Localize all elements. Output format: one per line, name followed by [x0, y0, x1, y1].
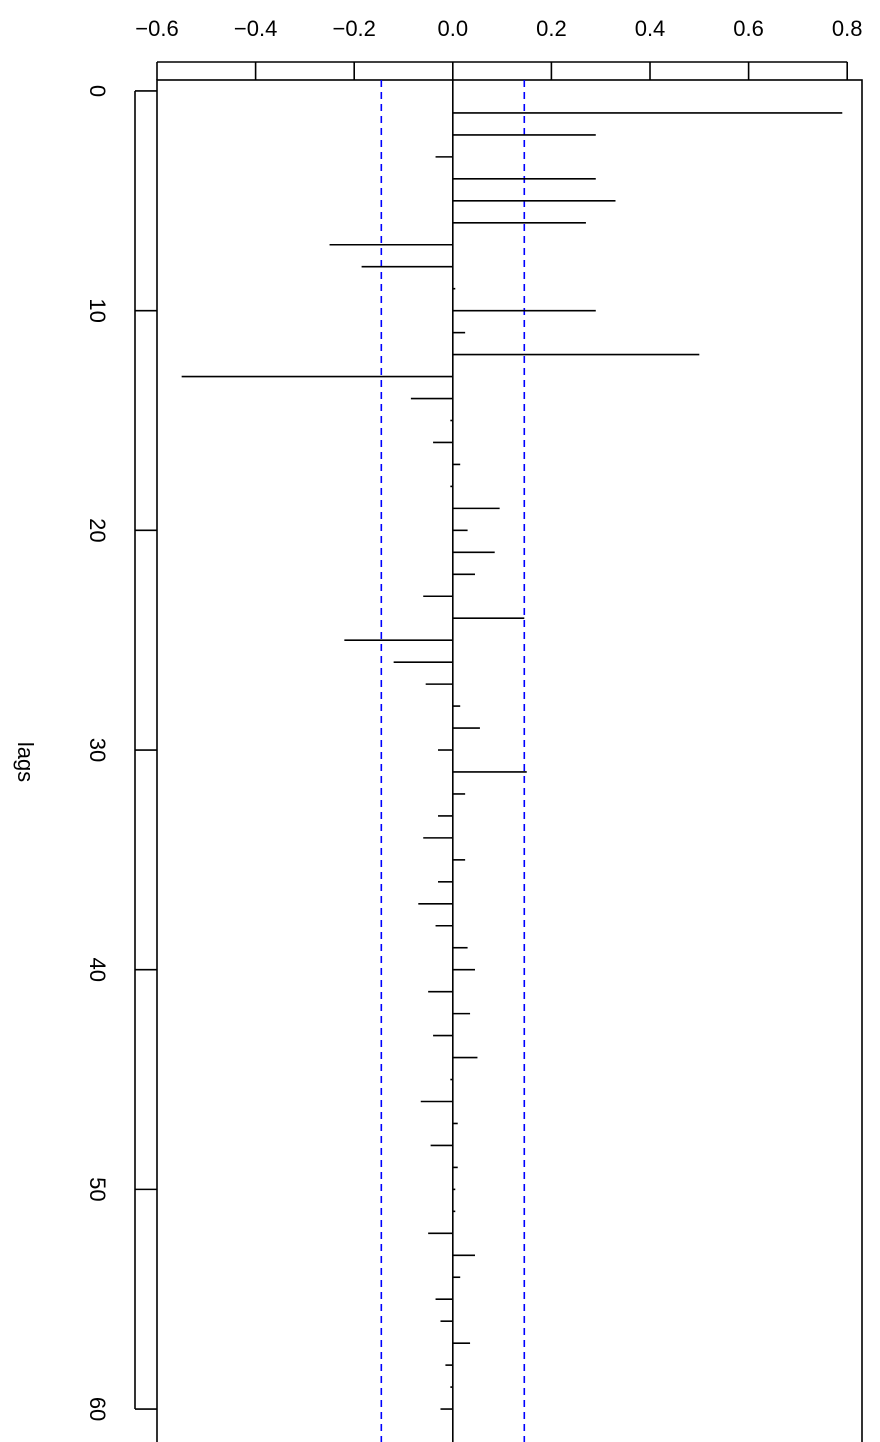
value-axis: −0.6 −0.4 −0.2 0.0 0.2 0.4 0.6 0.8 [135, 16, 863, 80]
lag-axis-tick-label: 30 [85, 738, 110, 762]
lag-axis-tick-label: 60 [85, 1397, 110, 1421]
acf-spikes [181, 112, 843, 1410]
value-axis-tick-label: 0.2 [536, 16, 567, 41]
value-axis-tick-label: 0.4 [635, 16, 666, 41]
lag-axis-tick-label: 50 [85, 1177, 110, 1201]
value-axis-tick-label: 0.0 [438, 16, 469, 41]
value-axis-tick-label: 0.6 [733, 16, 764, 41]
lag-axis-tick-label: 20 [85, 518, 110, 542]
lag-axis-tick-label: 10 [85, 298, 110, 322]
lag-axis-tick-label: 40 [85, 957, 110, 981]
plot-frame-group [156, 79, 863, 1442]
lag-axis: 0 10 20 30 40 50 60 [85, 85, 157, 1421]
value-axis-tick-label: −0.6 [135, 16, 178, 41]
plot-frame [156, 79, 863, 1442]
confidence-bands [380, 80, 526, 1442]
value-axis-tick-label: −0.4 [234, 16, 277, 41]
value-axis-tick-label: 0.8 [832, 16, 863, 41]
value-axis-tick-label: −0.2 [332, 16, 375, 41]
lag-axis-title: lags [13, 742, 38, 782]
lag-axis-tick-label: 0 [85, 85, 110, 97]
